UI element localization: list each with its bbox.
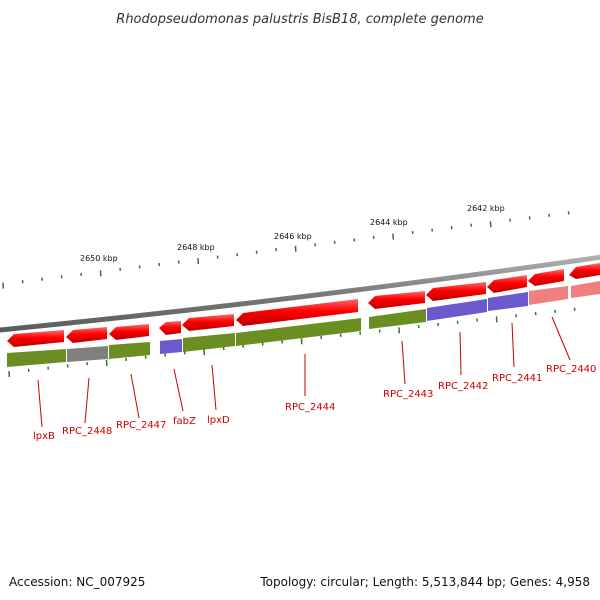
cds-features [7,263,600,347]
gene-label-RPC_2448[interactable]: RPC_2448 [62,426,112,437]
genome-summary-text: Topology: circular; Length: 5,513,844 bp… [259,575,590,589]
gc-skew-ticks [8,307,576,378]
cds-arrow-lpxD[interactable] [182,314,234,331]
gene-label-RPC_2441[interactable]: RPC_2441 [492,373,542,384]
gene-label-lpxB[interactable]: lpxB [33,431,55,442]
leader-line-fabZ [173,368,184,412]
cds-arrow-RPC_2443[interactable] [368,291,425,309]
gene-label-fabZ[interactable]: fabZ [173,416,196,427]
cog-bar-RPC_2440[interactable] [529,286,568,305]
tick-label-2650: 2650 kbp [80,254,118,263]
coordinate-labels: 2650 kbp 2648 kbp 2646 kbp 2644 kbp 2642… [80,204,505,263]
cog-bar-RPC_2444[interactable] [236,318,361,346]
cds-arrow-RPC_2444[interactable] [236,299,358,326]
cds-arrow-fabZ[interactable] [159,321,181,335]
tick-label-2644: 2644 kbp [370,218,408,227]
cds-arrow-RPC_2440[interactable] [528,269,564,286]
gene-label-RPC_2447[interactable]: RPC_2447 [116,420,166,431]
cog-bar-RPC_2442[interactable] [427,299,487,321]
cog-bar-fabZ[interactable] [160,339,182,354]
tick-label-2646: 2646 kbp [274,232,312,241]
cog-bar-RPC_2443[interactable] [369,309,426,329]
cog-bar-next[interactable] [571,281,600,298]
leader-line-RPC_2441 [511,322,515,368]
leader-line-RPC_2440 [551,316,571,361]
gene-label-RPC_2443[interactable]: RPC_2443 [383,389,433,400]
accession-text: Accession: NC_007925 [9,575,145,589]
cog-bar-lpxD[interactable] [183,333,235,352]
leader-line-lpxD [211,364,217,411]
gc-content-ticks [2,211,570,289]
cds-arrow-RPC_2442[interactable] [426,282,486,301]
map-title: Rhodopseudomonas palustris BisB18, compl… [116,12,483,27]
gene-label-lpxD[interactable]: lpxD [207,415,230,426]
tick-label-2648: 2648 kbp [177,243,215,252]
leader-line-lpxB [37,379,43,428]
gene-labels: lpxB RPC_2448 RPC_2447 fabZ lpxD RPC_244… [33,316,596,442]
gene-label-RPC_2440[interactable]: RPC_2440 [546,364,596,375]
cog-bar-lpxB[interactable] [7,349,66,367]
cog-bar-RPC_2448[interactable] [67,346,108,362]
gene-label-RPC_2444[interactable]: RPC_2444 [285,402,335,413]
cog-bar-RPC_2447[interactable] [109,342,150,359]
cog-bar-RPC_2441[interactable] [488,292,528,311]
leader-line-RPC_2443 [401,340,406,385]
gene-label-RPC_2442[interactable]: RPC_2442 [438,381,488,392]
tick-label-2642: 2642 kbp [467,204,505,213]
cds-arrow-lpxB[interactable] [7,330,64,347]
leader-line-RPC_2447 [130,373,140,419]
leader-line-RPC_2448 [84,377,90,424]
cog-category-bars [7,281,600,367]
cds-arrow-RPC_2441[interactable] [487,275,527,293]
genome-backbone [0,254,600,333]
cds-arrow-RPC_2447[interactable] [109,324,149,340]
cds-arrow-RPC_2448[interactable] [66,327,107,343]
leader-line-RPC_2442 [459,331,462,376]
cds-arrow-next[interactable] [569,263,600,279]
